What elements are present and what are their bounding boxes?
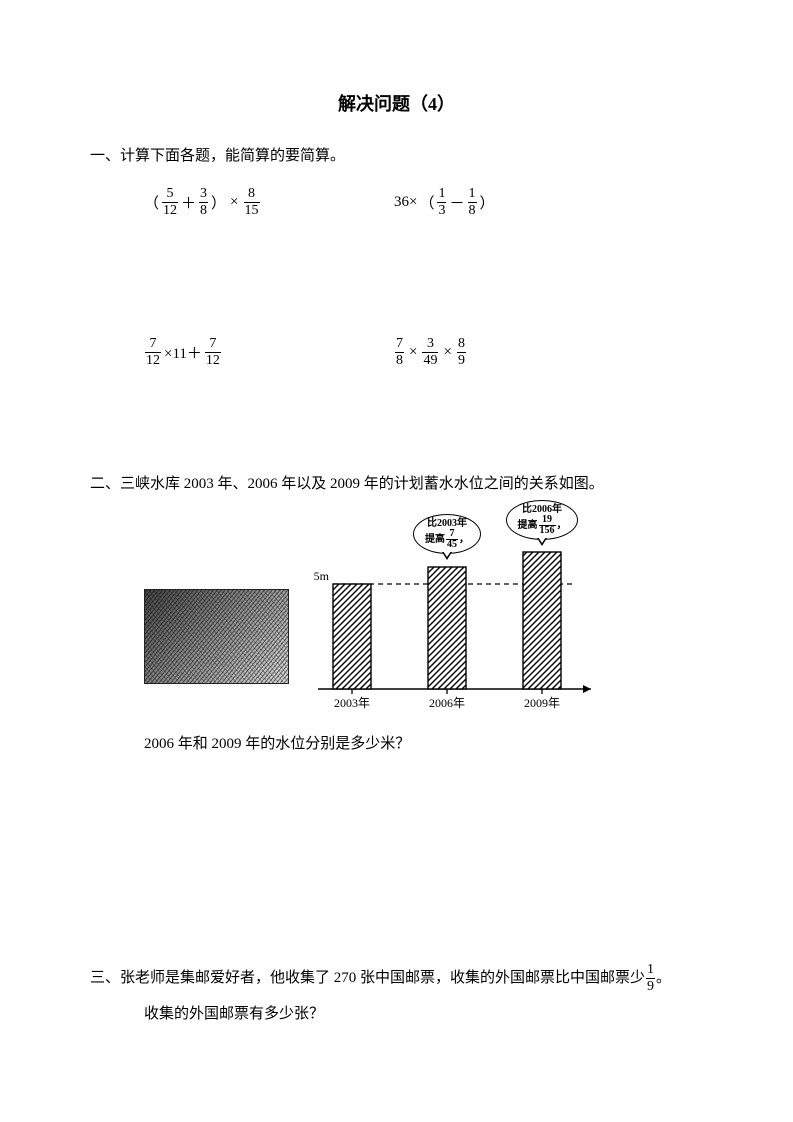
bubble-line2: 提高 19 156 ， [518, 515, 567, 536]
numerator: 8 [247, 187, 256, 202]
operator: － [449, 192, 464, 213]
operator: ×11＋ [164, 342, 202, 363]
water-level-chart: 2003年 2006年 2009年 135m 比2003年 提高 7 45 ， … [313, 514, 603, 714]
operator: × [409, 344, 417, 361]
denominator: 15 [244, 202, 260, 218]
q1-expr-b1: 7 12 ×11＋ 7 12 [144, 332, 394, 372]
denominator: 3 [437, 202, 446, 218]
fraction: 7 45 [446, 529, 458, 550]
denominator: 156 [539, 525, 556, 536]
fraction: 5 12 [162, 187, 178, 218]
numerator: 5 [166, 187, 175, 202]
fraction: 3 49 [422, 337, 438, 368]
fraction: 8 15 [244, 187, 260, 218]
q3-text-b: 。 [656, 964, 671, 993]
numerator: 3 [426, 337, 435, 352]
text: 提高 [425, 534, 445, 546]
page-title: 解决问题（4） [90, 90, 703, 116]
denominator: 8 [395, 352, 404, 368]
year-label-2003: 2003年 [334, 696, 370, 710]
paren-left: （ [419, 192, 434, 213]
fraction: 8 9 [457, 337, 466, 368]
operator: × [230, 194, 238, 211]
denominator: 9 [646, 978, 655, 994]
denominator: 45 [446, 539, 458, 550]
numerator: 3 [199, 187, 208, 202]
numerator: 1 [437, 187, 446, 202]
denominator: 9 [457, 352, 466, 368]
denominator: 12 [205, 352, 221, 368]
denominator: 8 [468, 202, 477, 218]
q1-expr-a2: 36× （ 1 3 － 1 8 ） [394, 182, 644, 222]
q3-heading: 三、张老师是集邮爱好者，他收集了 270 张中国邮票，收集的外国邮票比中国邮票少… [90, 963, 703, 994]
text: 提高 [518, 520, 538, 532]
fraction: 19 156 [539, 515, 556, 536]
numerator: 19 [541, 515, 553, 525]
fraction: 1 3 [437, 187, 446, 218]
q1-heading: 一、计算下面各题，能简算的要简算。 [90, 144, 703, 168]
fraction: 7 12 [205, 337, 221, 368]
q1-row-2: 7 12 ×11＋ 7 12 7 8 × 3 49 × 8 9 [144, 332, 703, 372]
text: 36× [394, 194, 417, 211]
numerator: 8 [457, 337, 466, 352]
q3-block: 三、张老师是集邮爱好者，他收集了 270 张中国邮票，收集的外国邮票比中国邮票少… [90, 963, 703, 1029]
operator: × [443, 344, 451, 361]
numerator: 7 [449, 529, 456, 539]
year-label-2006: 2006年 [429, 696, 465, 710]
base-label: 135m [313, 569, 330, 583]
q2-diagram: 2003年 2006年 2009年 135m 比2003年 提高 7 45 ， … [144, 514, 703, 714]
numerator: 7 [149, 337, 158, 352]
bubble-line1: 比2003年 [427, 518, 467, 530]
paren-right: ） [480, 192, 495, 213]
paren-right: ） [211, 192, 226, 213]
numerator: 7 [208, 337, 217, 352]
text: ， [557, 520, 567, 532]
bubble-2006: 比2003年 提高 7 45 ， [413, 514, 481, 554]
q1-row-1: （ 5 12 ＋ 3 8 ） × 8 15 36× （ 1 3 － 1 8 ） [144, 182, 703, 222]
q3-subquestion: 收集的外国邮票有多少张？ [144, 1000, 703, 1029]
q2-subquestion: 2006 年和 2009 年的水位分别是多少米？ [144, 732, 703, 753]
denominator: 49 [422, 352, 438, 368]
fraction: 7 8 [395, 337, 404, 368]
bubble-line2: 提高 7 45 ， [425, 529, 469, 550]
denominator: 12 [145, 352, 161, 368]
text: ， [459, 534, 469, 546]
fraction: 3 8 [199, 187, 208, 218]
fraction: 7 12 [145, 337, 161, 368]
paren-left: （ [144, 192, 159, 213]
denominator: 8 [199, 202, 208, 218]
q3-text-a: 三、张老师是集邮爱好者，他收集了 270 张中国邮票，收集的外国邮票比中国邮票少 [90, 964, 645, 993]
year-label-2009: 2009年 [524, 696, 560, 710]
operator: ＋ [181, 192, 196, 213]
q1-expr-b2: 7 8 × 3 49 × 8 9 [394, 332, 644, 372]
fraction: 1 9 [646, 963, 655, 994]
fraction: 1 8 [468, 187, 477, 218]
dam-photo [144, 589, 289, 684]
bubble-2009: 比2006年 提高 19 156 ， [506, 500, 578, 540]
numerator: 7 [395, 337, 404, 352]
denominator: 12 [162, 202, 178, 218]
numerator: 1 [646, 963, 655, 978]
q1-expr-a1: （ 5 12 ＋ 3 8 ） × 8 15 [144, 182, 394, 222]
numerator: 1 [468, 187, 477, 202]
q2-heading: 二、三峡水库 2003 年、2006 年以及 2009 年的计划蓄水水位之间的关… [90, 472, 703, 496]
